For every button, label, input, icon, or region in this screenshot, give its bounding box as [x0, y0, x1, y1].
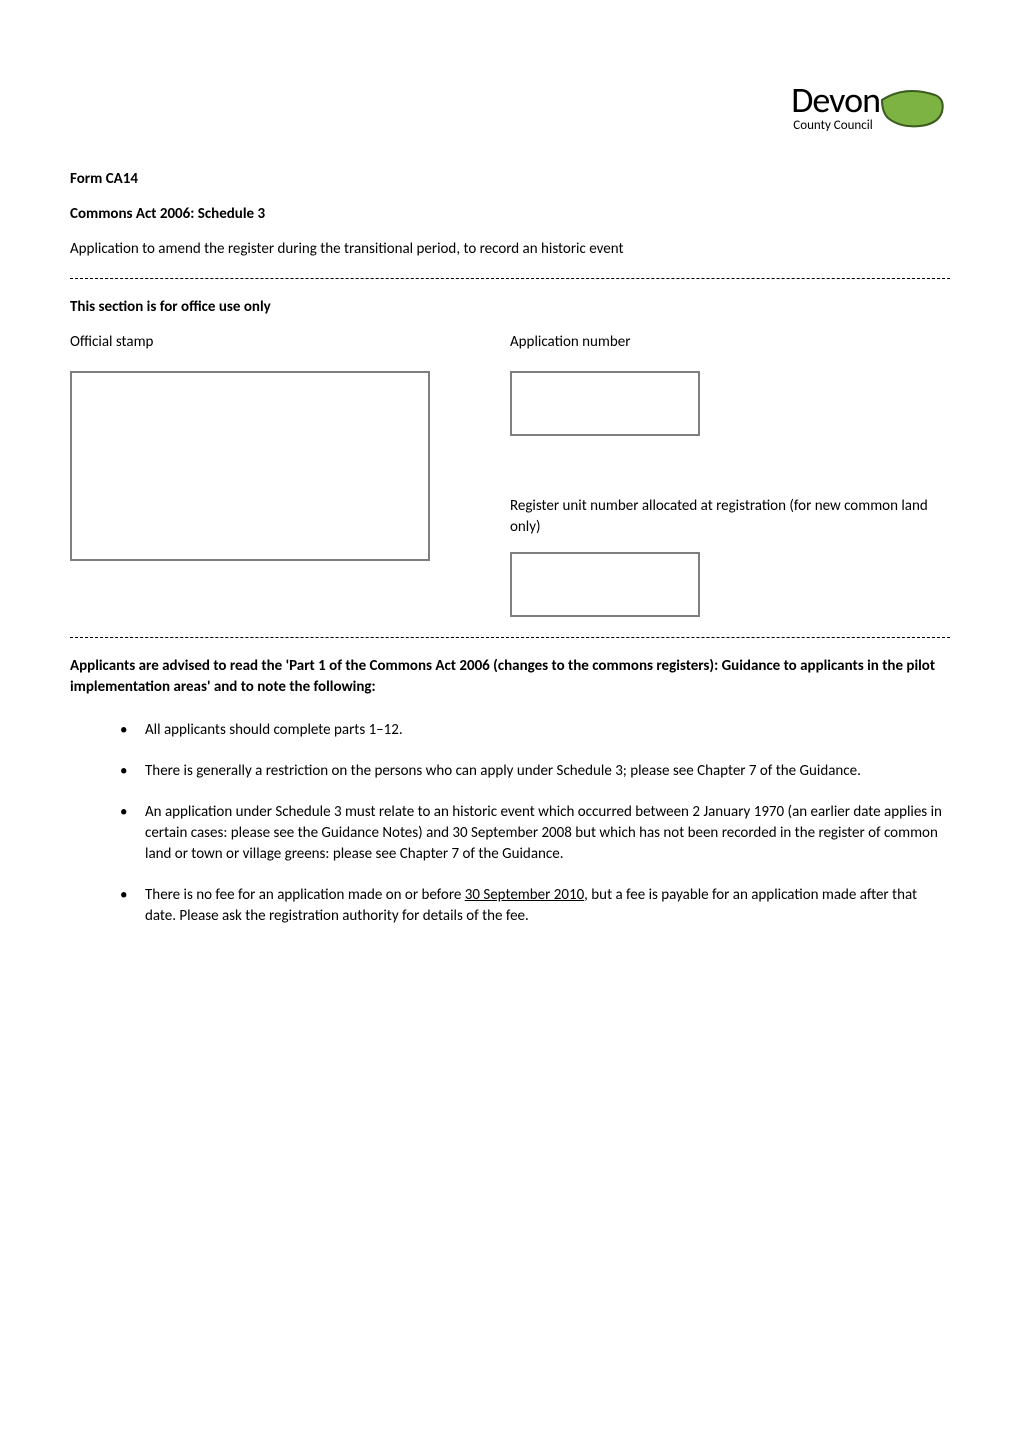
reg-unit-label: Register unit number allocated at regist… — [510, 496, 950, 538]
app-number-box — [510, 371, 700, 436]
application-description: Application to amend the register during… — [70, 239, 950, 260]
office-section-header: This section is for office use only — [70, 297, 950, 318]
stamp-box — [70, 371, 430, 561]
list-item-fee: There is no fee for an application made … — [120, 885, 950, 927]
numbers-column: Application number Register unit number … — [510, 332, 950, 617]
fee-date: 30 September 2010 — [465, 886, 584, 904]
logo-sub-text: County Council — [793, 117, 872, 135]
schedule-title: Commons Act 2006: Schedule 3 — [70, 204, 950, 225]
list-item: There is generally a restriction on the … — [120, 761, 950, 782]
bullet-list: All applicants should complete parts 1–1… — [70, 720, 950, 927]
stamp-label: Official stamp — [70, 332, 430, 353]
logo-main-text: Devon — [791, 84, 880, 116]
fee-pre: There is no fee for an application made … — [145, 886, 465, 904]
stamp-column: Official stamp — [70, 332, 430, 617]
divider-bottom — [70, 637, 950, 638]
logo-container: Devon County Council — [70, 80, 950, 139]
logo-text-block: Devon County Council — [791, 84, 880, 135]
devon-logo: Devon County Council — [791, 80, 950, 139]
divider-top — [70, 278, 950, 279]
list-item: All applicants should complete parts 1–1… — [120, 720, 950, 741]
app-number-label: Application number — [510, 332, 950, 353]
form-code: Form CA14 — [70, 169, 950, 190]
office-two-column: Official stamp Application number Regist… — [70, 332, 950, 617]
logo-swoosh-icon — [880, 80, 950, 139]
advisory-text: Applicants are advised to read the 'Part… — [70, 656, 950, 698]
list-item: An application under Schedule 3 must rel… — [120, 802, 950, 865]
reg-unit-box — [510, 552, 700, 617]
